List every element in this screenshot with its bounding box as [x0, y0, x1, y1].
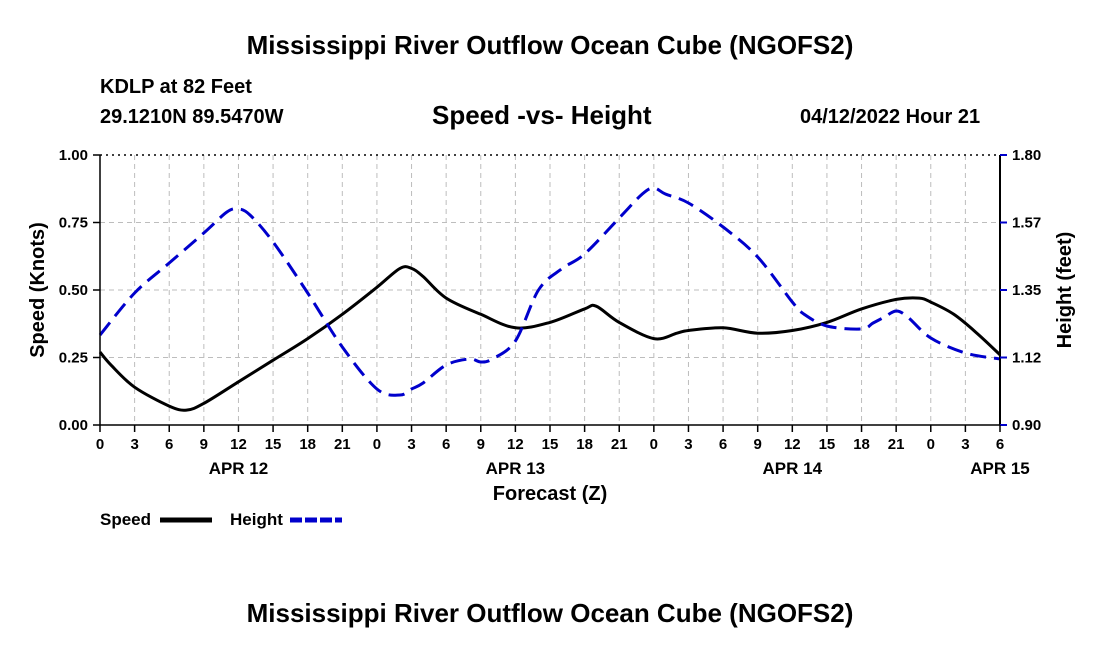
grid [100, 155, 1000, 425]
coordinates-label: 29.1210N 89.5470W [100, 106, 284, 128]
x-tick-label: 21 [334, 436, 351, 453]
y-right-axis-title: Height (feet) [1054, 232, 1076, 349]
x-axis-title: Forecast (Z) [493, 483, 607, 505]
x-tick-label: 9 [754, 436, 762, 453]
x-tick-label: 6 [165, 436, 173, 453]
x-tick-label: 3 [407, 436, 415, 453]
x-date-label: APR 15 [970, 459, 1030, 478]
y-left-tick-label: 0.00 [59, 417, 88, 434]
x-date-label: APR 13 [486, 459, 546, 478]
x-tick-label: 12 [507, 436, 524, 453]
x-tick-label: 3 [130, 436, 138, 453]
x-tick-label: 18 [853, 436, 870, 453]
x-date-label: APR 14 [763, 459, 823, 478]
x-tick-label: 3 [961, 436, 969, 453]
forecast-datetime: 04/12/2022 Hour 21 [800, 106, 981, 128]
y-left-tick-label: 1.00 [59, 147, 88, 164]
y-right-tick-label: 1.35 [1012, 282, 1041, 299]
series-layer [98, 186, 1002, 412]
y-right-tick-label: 1.80 [1012, 147, 1041, 164]
x-tick-label: 0 [927, 436, 935, 453]
y-left-tick-label: 0.25 [59, 350, 88, 367]
x-tick-label: 18 [299, 436, 316, 453]
station-label: KDLP at 82 Feet [100, 76, 252, 98]
x-tick-label: 6 [996, 436, 1004, 453]
y-right-tick-label: 1.57 [1012, 215, 1041, 232]
series-line-height [98, 186, 1001, 397]
y-right-tick-label: 1.12 [1012, 350, 1041, 367]
axes [93, 154, 1007, 432]
x-tick-label: 15 [819, 436, 836, 453]
x-tick-label: 15 [265, 436, 282, 453]
x-tick-label: 3 [684, 436, 692, 453]
legend-label-speed: Speed [100, 510, 151, 529]
footer-title: Mississippi River Outflow Ocean Cube (NG… [246, 598, 854, 628]
x-tick-label: 0 [650, 436, 658, 453]
x-tick-label: 6 [442, 436, 450, 453]
x-tick-label: 12 [784, 436, 801, 453]
y-left-tick-label: 0.75 [59, 215, 88, 232]
y-right-tick-label: 0.90 [1012, 417, 1041, 434]
legend: Speed Height [100, 510, 342, 529]
x-tick-label: 15 [542, 436, 559, 453]
y-left-axis-title: Speed (Knots) [27, 222, 49, 358]
y-left-tick-label: 0.50 [59, 282, 88, 299]
x-tick-label: 6 [719, 436, 727, 453]
series-line-speed [98, 265, 1002, 412]
x-tick-label: 9 [477, 436, 485, 453]
chart-title: Mississippi River Outflow Ocean Cube (NG… [246, 30, 854, 60]
x-tick-label: 18 [576, 436, 593, 453]
x-tick-label: 21 [611, 436, 628, 453]
x-tick-label: 0 [96, 436, 104, 453]
axis-labels: 0.00 0.25 0.50 0.75 1.00 0.90 1.12 1.35 1.57 1.80… [27, 147, 1076, 505]
x-tick-label: 12 [230, 436, 247, 453]
chart-subtitle: Speed -vs- Height [432, 100, 652, 130]
x-tick-label: 9 [200, 436, 208, 453]
legend-label-height: Height [230, 510, 283, 529]
x-tick-label: 21 [888, 436, 905, 453]
x-tick-label: 0 [373, 436, 381, 453]
x-date-label: APR 12 [209, 459, 269, 478]
